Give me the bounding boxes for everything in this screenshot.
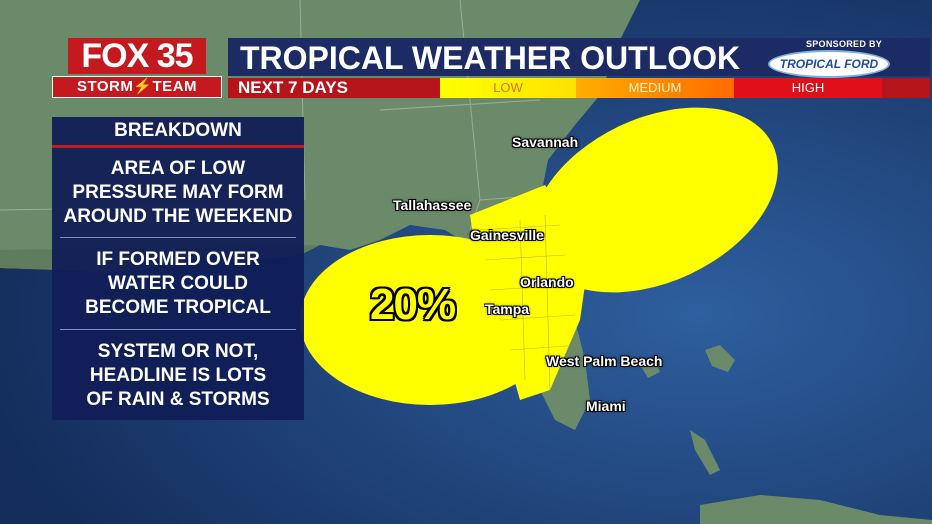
breakdown-panel: BREAKDOWN AREA OF LOW PRESSURE MAY FORM …: [52, 117, 304, 420]
city-label-savannah: Savannah: [512, 134, 579, 150]
breakdown-divider: [60, 329, 296, 330]
city-label-tampa: Tampa: [485, 301, 530, 317]
breakdown-line: PRESSURE MAY FORM: [72, 182, 284, 203]
breakdown-line: BECOME TROPICAL: [85, 297, 271, 318]
cuba-land: [700, 495, 932, 524]
breakdown-line: IF FORMED OVER: [96, 249, 260, 270]
breakdown-line: HEADLINE IS LOTS: [89, 365, 267, 386]
station-logo: FOX 35 STORM⚡TEAM: [52, 38, 222, 98]
bahamas-island: [640, 345, 735, 475]
breakdown-line: AROUND THE WEEKEND: [63, 206, 293, 227]
breakdown-item: AREA OF LOW PRESSURE MAY FORM AROUND THE…: [52, 157, 304, 229]
breakdown-line: WATER COULD: [107, 273, 249, 294]
forecast-period: NEXT 7 DAYS: [238, 78, 348, 97]
probability-label: 20%: [370, 280, 456, 329]
breakdown-title: BREAKDOWN: [52, 117, 304, 148]
breakdown-item: SYSTEM OR NOT, HEADLINE IS LOTS OF RAIN …: [52, 340, 304, 412]
risk-legend-low: LOW: [440, 78, 576, 98]
breakdown-item: IF FORMED OVER WATER COULD BECOME TROPIC…: [52, 248, 304, 320]
breakdown-divider: [60, 237, 296, 238]
outlook-area-atlantic: [532, 107, 778, 293]
breakdown-line: OF RAIN & STORMS: [86, 389, 270, 410]
breakdown-line: AREA OF LOW: [110, 158, 246, 179]
city-label-gainesville: Gainesville: [470, 227, 544, 243]
fox35-logo: FOX 35: [68, 38, 206, 74]
storm-team-logo: STORM⚡TEAM: [52, 76, 222, 98]
page-title: TROPICAL WEATHER OUTLOOK: [240, 40, 741, 76]
risk-legend-high: HIGH: [734, 78, 882, 98]
title-bar: TROPICAL WEATHER OUTLOOK SPONSORED BY TR…: [228, 38, 930, 78]
city-label-miami: Miami: [586, 398, 626, 414]
subtitle-bar: NEXT 7 DAYS LOW MEDIUM HIGH: [228, 78, 930, 98]
city-label-orlando: Orlando: [520, 274, 574, 290]
sponsor-label: SPONSORED BY: [805, 39, 883, 49]
sponsor-logo: TROPICAL FORD: [768, 50, 890, 78]
city-label-tallahassee: Tallahassee: [393, 197, 472, 213]
southeast-us-land: [0, 0, 640, 430]
county-lines: [479, 214, 581, 391]
risk-legend-medium: MEDIUM: [576, 78, 734, 98]
city-label-west-palm-beach: West Palm Beach: [546, 353, 663, 369]
breakdown-line: SYSTEM OR NOT,: [97, 341, 259, 362]
